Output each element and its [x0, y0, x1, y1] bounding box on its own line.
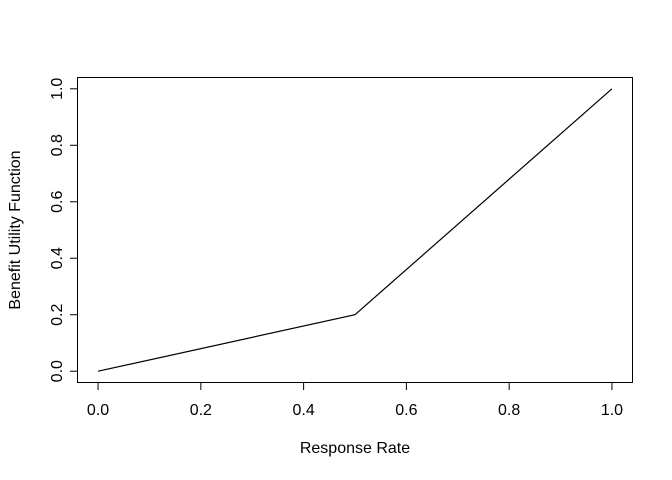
x-tick-label: 0.8: [498, 402, 520, 419]
plot-box: [77, 77, 633, 383]
y-tick-label: 1.0: [49, 78, 66, 100]
x-tick-label: 0.6: [395, 402, 417, 419]
y-tick-label: 0.8: [49, 134, 66, 156]
y-axis-label: Benefit Utility Function: [7, 150, 24, 309]
x-tick-label: 0.4: [292, 402, 314, 419]
x-axis-label: Response Rate: [300, 440, 410, 457]
x-tick-label: 0.2: [190, 402, 212, 419]
y-tick-label: 0.0: [49, 360, 66, 382]
y-tick-label: 0.2: [49, 304, 66, 326]
x-tick-label: 0.0: [87, 402, 109, 419]
y-tick-label: 0.4: [49, 247, 66, 269]
x-tick-label: 1.0: [601, 402, 623, 419]
y-tick-label: 0.6: [49, 191, 66, 213]
utility-function-line: [97, 88, 613, 372]
